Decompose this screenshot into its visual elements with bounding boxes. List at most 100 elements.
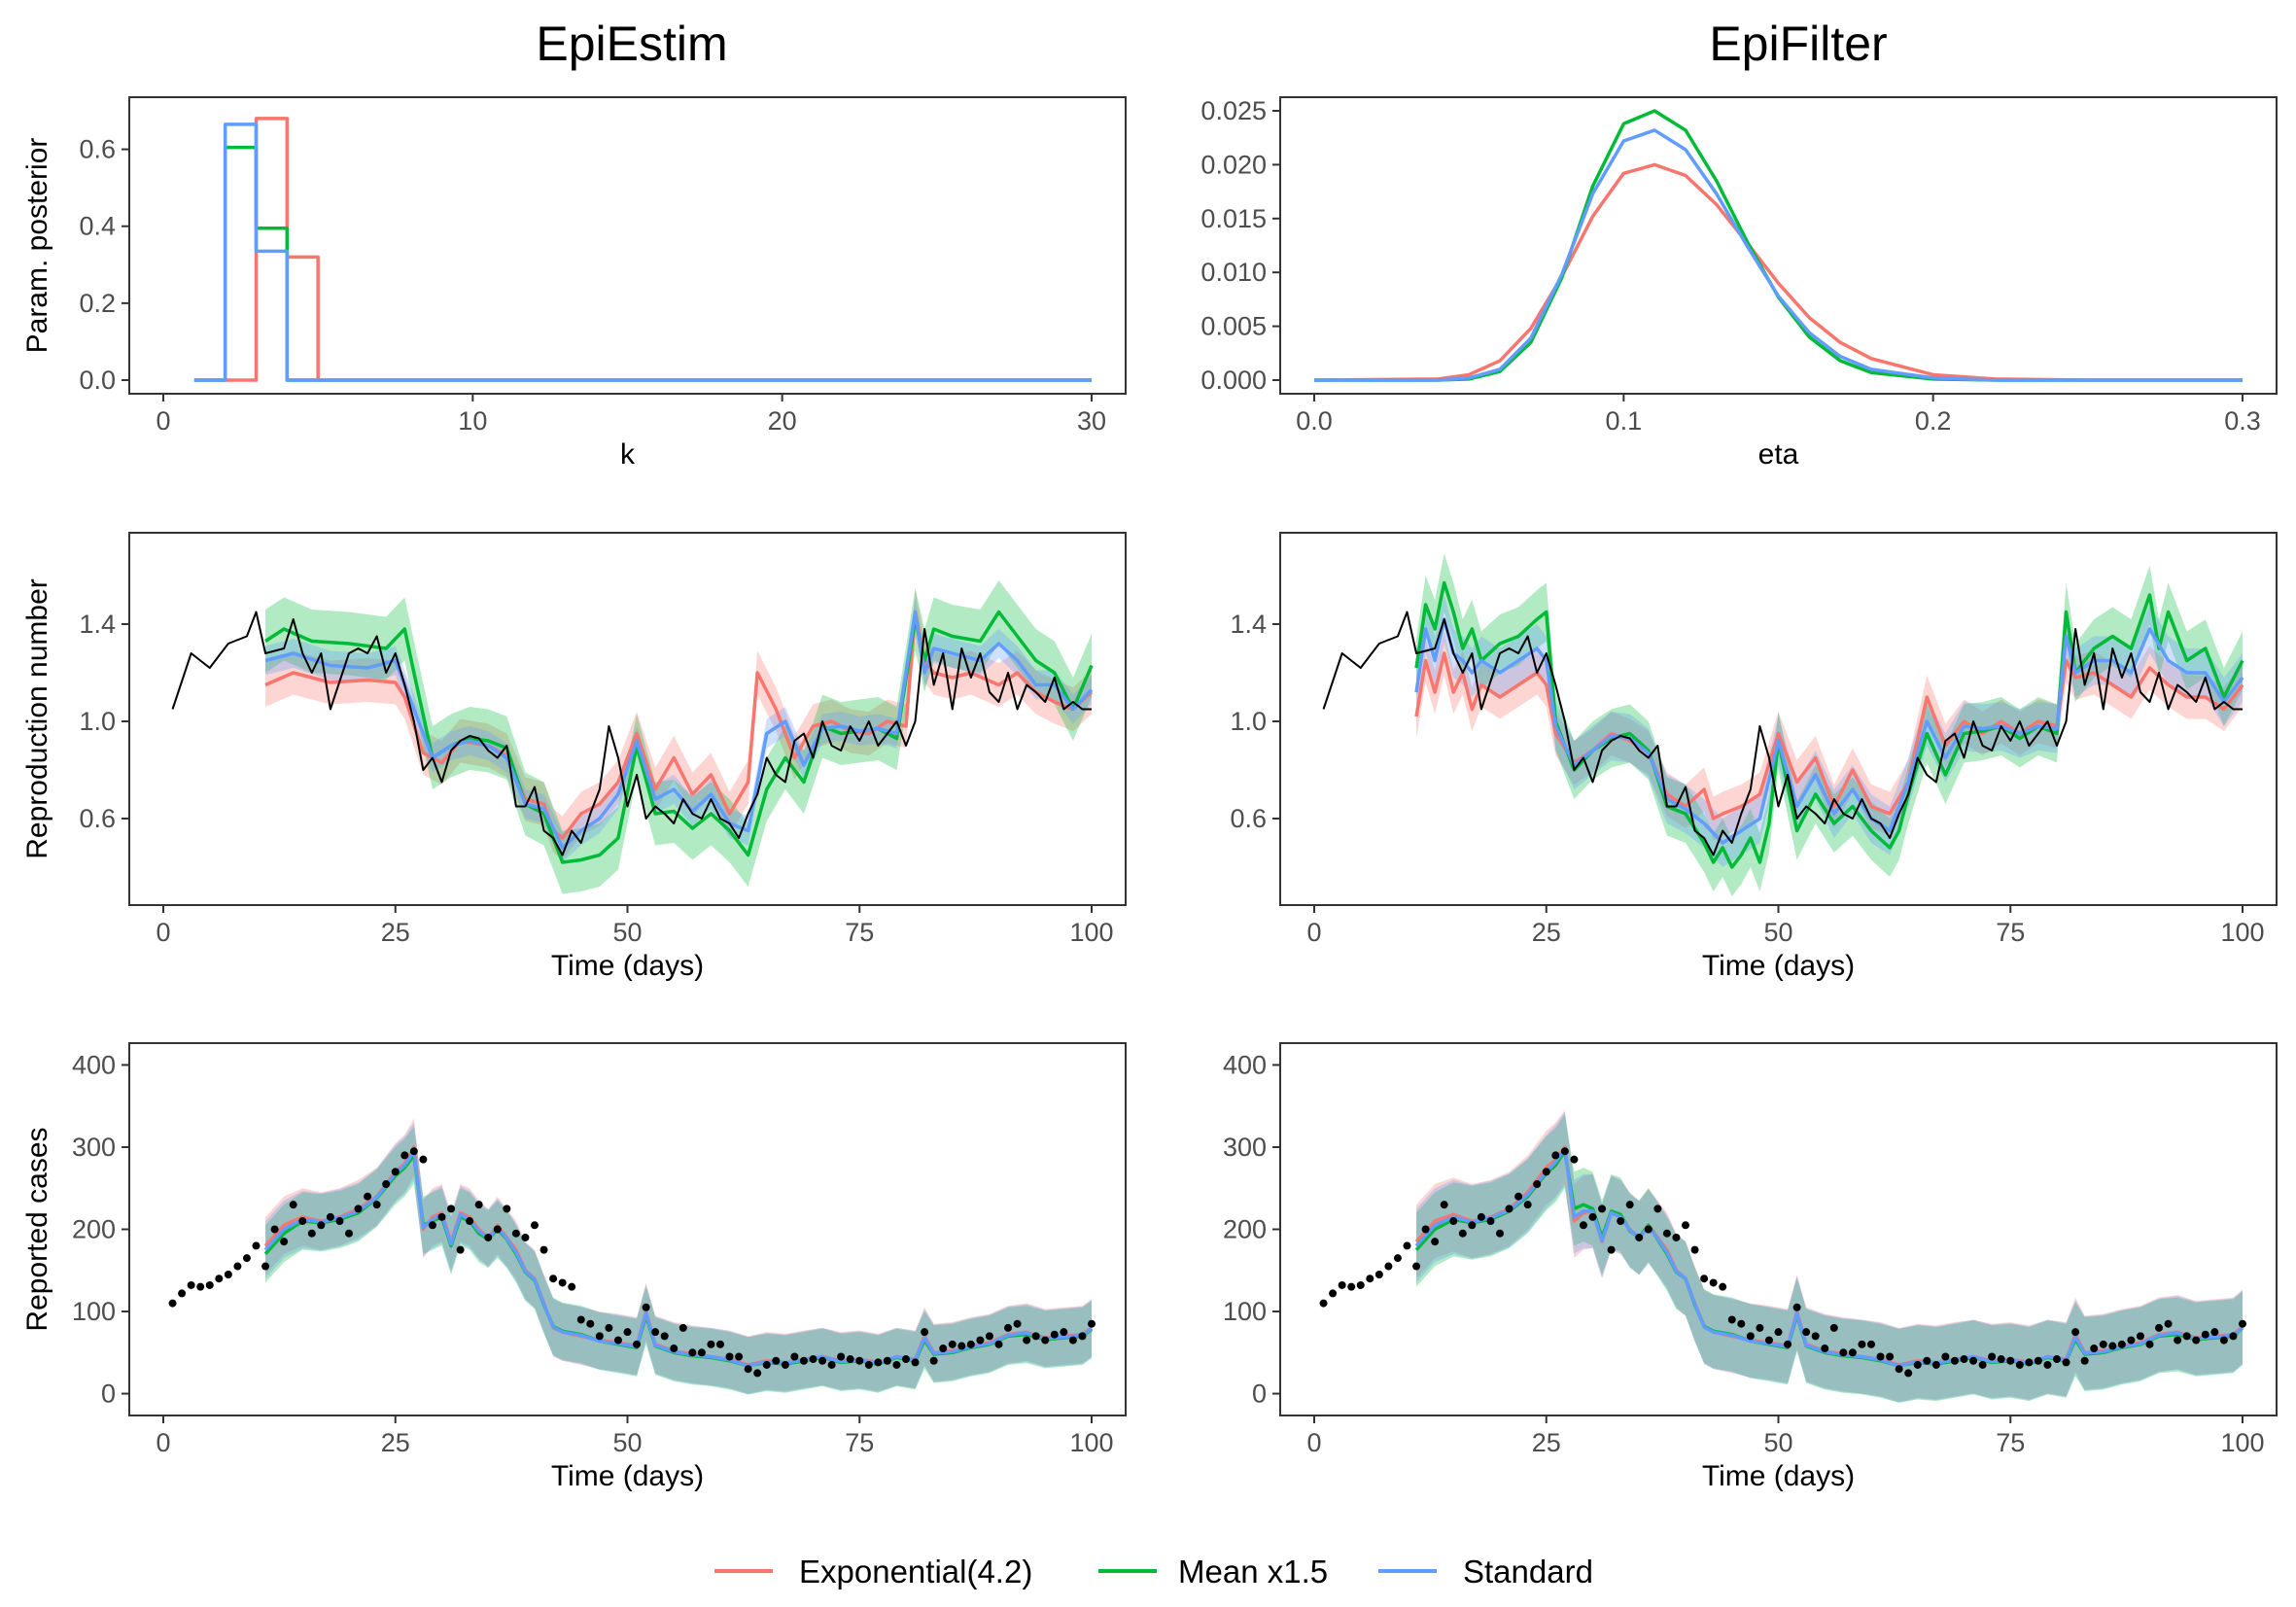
point-observed	[242, 1254, 251, 1263]
point-observed	[205, 1280, 214, 1289]
point-observed	[1403, 1241, 1411, 1250]
point-observed	[772, 1356, 781, 1365]
point-observed	[270, 1225, 279, 1234]
point-observed	[576, 1315, 585, 1324]
point-observed	[224, 1270, 232, 1278]
y-tick-label: 1.4	[79, 610, 116, 639]
point-observed	[456, 1245, 465, 1254]
point-observed	[558, 1278, 567, 1287]
point-observed	[1839, 1348, 1848, 1357]
point-observed	[2155, 1323, 2164, 1332]
point-observed	[1737, 1319, 1746, 1328]
point-observed	[716, 1340, 724, 1348]
point-observed	[1746, 1332, 1755, 1341]
point-observed	[1727, 1315, 1736, 1324]
point-observed	[1542, 1168, 1550, 1176]
point-observed	[1904, 1369, 1913, 1378]
point-observed	[846, 1355, 854, 1364]
point-observed	[1412, 1262, 1421, 1271]
point-observed	[1050, 1330, 1059, 1339]
x-tick-label: 25	[381, 918, 410, 947]
panel-frame	[128, 96, 1127, 395]
series-line-exponential-4-2	[1414, 651, 2244, 821]
point-observed	[818, 1356, 827, 1365]
point-observed	[1013, 1319, 1022, 1328]
point-observed	[2117, 1340, 2126, 1348]
point-observed	[2108, 1342, 2117, 1350]
point-observed	[966, 1340, 975, 1348]
point-observed	[1774, 1328, 1783, 1337]
y-tick-label: 400	[1223, 1050, 1267, 1079]
y-tick-label: 0.015	[1200, 204, 1267, 233]
x-axis-title: Time (days)	[1702, 1460, 1855, 1492]
x-tick-label: 50	[1763, 1428, 1792, 1457]
point-observed	[1004, 1323, 1013, 1332]
point-observed	[2239, 1319, 2246, 1328]
point-observed	[1756, 1323, 1764, 1332]
legend-label-exponential: Exponential(4.2)	[799, 1554, 1032, 1590]
point-observed	[2015, 1360, 2024, 1369]
point-observed	[372, 1201, 381, 1209]
point-observed	[168, 1299, 177, 1308]
point-observed	[1811, 1332, 1820, 1341]
x-tick-label: 25	[1532, 918, 1561, 947]
x-tick-label: 75	[845, 918, 874, 947]
point-observed	[678, 1323, 687, 1332]
point-observed	[1533, 1180, 1542, 1189]
point-observed	[985, 1332, 993, 1341]
point-observed	[2025, 1358, 2034, 1367]
ribbon-mean-x1-5	[1416, 553, 2243, 896]
y-tick-label: 0	[101, 1380, 116, 1409]
point-observed	[1931, 1360, 1940, 1369]
point-observed	[317, 1221, 326, 1230]
panel-epiestim-cases: 0 25 50 75 100 0 100 200 300 400 Time (days) Report…	[21, 1042, 1127, 1492]
point-observed	[633, 1340, 642, 1348]
point-observed	[586, 1319, 595, 1328]
plot-area	[168, 1118, 1096, 1395]
point-observed	[1393, 1254, 1402, 1263]
x-tick-label: 10	[458, 406, 487, 436]
point-observed	[2127, 1336, 2136, 1345]
point-observed	[781, 1360, 789, 1369]
point-observed	[1088, 1319, 1096, 1328]
point-observed	[178, 1289, 187, 1298]
ribbon-exponential-4-2	[1416, 1109, 2243, 1402]
point-observed	[437, 1212, 446, 1221]
point-observed	[2145, 1340, 2154, 1348]
series-line-exponential-4-2	[193, 117, 1092, 382]
y-tick-label: 0.010	[1200, 258, 1267, 287]
plot-area	[193, 117, 1092, 382]
panel-frame	[128, 532, 1127, 906]
y-tick-label: 100	[72, 1297, 116, 1326]
point-observed	[707, 1340, 715, 1348]
point-observed	[1060, 1328, 1068, 1337]
panel-epifilter-cases: 0 25 50 75 100 0 100 200 300 400 Time (days)	[1223, 1042, 2278, 1492]
point-observed	[1941, 1352, 1950, 1361]
point-observed	[568, 1282, 576, 1291]
ribbon-standard	[265, 1122, 1092, 1395]
point-observed	[364, 1192, 372, 1201]
point-observed	[874, 1358, 883, 1367]
point-observed	[921, 1328, 929, 1337]
point-observed	[697, 1348, 706, 1357]
point-observed	[1821, 1345, 1829, 1353]
point-observed	[400, 1151, 409, 1160]
point-observed	[493, 1225, 502, 1234]
point-observed	[2174, 1336, 2182, 1345]
x-tick-label: 100	[1069, 1428, 1113, 1457]
point-observed	[474, 1201, 483, 1209]
point-observed	[2192, 1336, 2201, 1345]
point-observed	[215, 1275, 224, 1283]
point-observed	[261, 1262, 270, 1271]
y-tick-label: 0.020	[1200, 150, 1267, 179]
point-observed	[1468, 1221, 1477, 1230]
plot-area	[1313, 109, 2243, 382]
point-observed	[1505, 1205, 1513, 1213]
series-line-observed	[171, 611, 1092, 856]
y-tick-label: 0.4	[79, 212, 116, 241]
point-observed	[1978, 1360, 1987, 1369]
point-observed	[1653, 1205, 1662, 1213]
point-observed	[902, 1355, 910, 1364]
column-title-epiestim: EpiEstim	[536, 17, 727, 71]
